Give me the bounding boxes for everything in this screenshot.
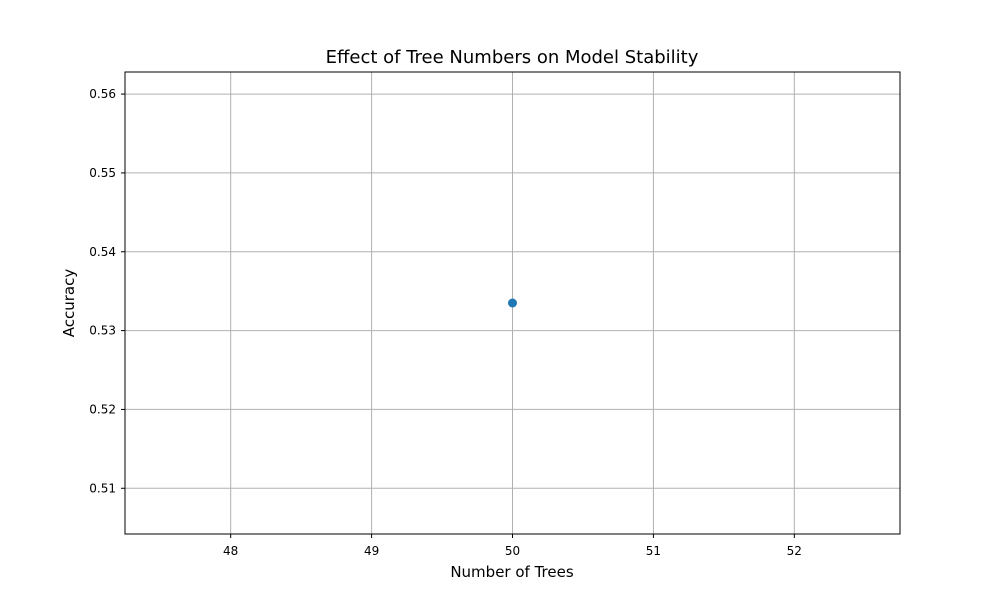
y-tick-label: 0.51 xyxy=(89,481,116,495)
y-tick-label: 0.55 xyxy=(89,166,116,180)
y-tick-label: 0.54 xyxy=(89,245,116,259)
x-tick-label: 50 xyxy=(505,544,520,558)
x-tick-labels: 48 49 50 51 52 xyxy=(223,544,802,558)
y-tick-labels: 0.51 0.52 0.53 0.54 0.55 0.56 xyxy=(89,87,116,495)
x-tick-label: 51 xyxy=(646,544,661,558)
y-tick-label: 0.56 xyxy=(89,87,116,101)
x-tick-label: 48 xyxy=(223,544,238,558)
tick-marks xyxy=(121,93,795,538)
chart-title: Effect of Tree Numbers on Model Stabilit… xyxy=(326,47,699,68)
grid-lines xyxy=(125,72,900,534)
y-tick-label: 0.53 xyxy=(89,324,116,338)
data-points xyxy=(508,298,517,308)
x-axis-label: Number of Trees xyxy=(450,563,574,581)
x-tick-label: 52 xyxy=(787,544,802,558)
x-tick-label: 49 xyxy=(364,544,379,558)
y-axis-label: Accuracy xyxy=(60,269,78,338)
data-point xyxy=(508,298,517,308)
y-tick-label: 0.52 xyxy=(89,402,116,416)
